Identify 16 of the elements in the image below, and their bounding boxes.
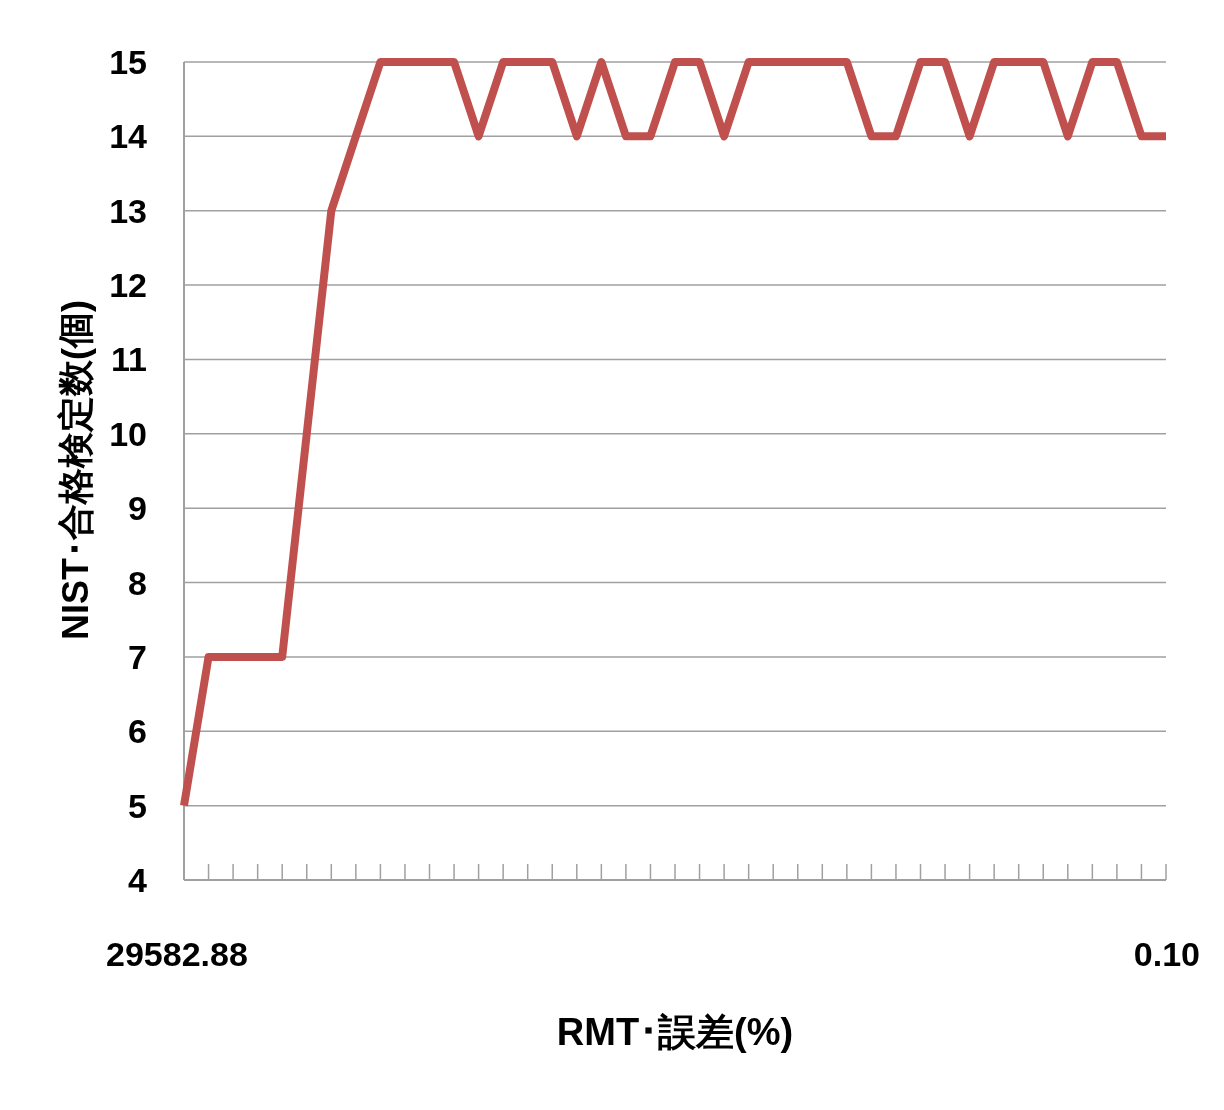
y-tick-label: 4 bbox=[128, 861, 148, 899]
y-tick-label: 10 bbox=[109, 414, 147, 453]
y-axis-title: NIST･合格検定数(個) bbox=[55, 300, 96, 640]
y-tick-label: 9 bbox=[128, 489, 147, 528]
x-axis-title: RMT･誤差(%) bbox=[556, 1011, 794, 1053]
y-tick-label: 6 bbox=[128, 712, 147, 751]
y-tick-label: 7 bbox=[128, 637, 147, 676]
y-tick-label: 15 bbox=[109, 43, 147, 81]
y-tick-label: 8 bbox=[128, 563, 147, 602]
y-tick-label: 14 bbox=[109, 117, 148, 156]
x-tick-label: 0.10 bbox=[1133, 935, 1200, 973]
x-tick-label: 29582.88 bbox=[106, 935, 248, 973]
y-tick-label: 11 bbox=[111, 340, 147, 379]
y-tick-label: 13 bbox=[109, 191, 147, 230]
y-tick-label: 5 bbox=[128, 786, 147, 825]
y-tick-label: 12 bbox=[109, 266, 147, 305]
